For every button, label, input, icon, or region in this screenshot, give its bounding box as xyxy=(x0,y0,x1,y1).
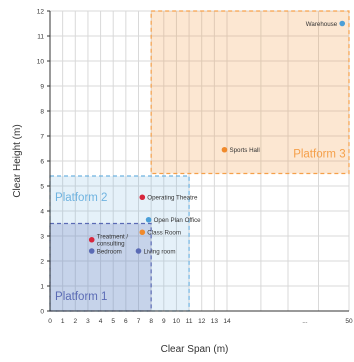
y-tick-label: 6 xyxy=(40,159,44,166)
data-point xyxy=(339,20,346,27)
data-point-label-line: Living room xyxy=(144,248,176,255)
data-point xyxy=(88,236,95,243)
x-tick-label: 8 xyxy=(149,318,153,325)
platform-region-platform-2 xyxy=(49,175,190,312)
x-tick-label: 50 xyxy=(345,318,353,325)
platform-label: Platform 1 xyxy=(55,291,107,303)
y-tick-label: 8 xyxy=(40,109,44,116)
platform-region-platform-1 xyxy=(49,222,152,312)
y-tick-label: 2 xyxy=(40,259,44,266)
data-point-label-line: Treatment / xyxy=(97,233,129,240)
y-tick-label: 12 xyxy=(37,9,45,16)
y-tick-label: 5 xyxy=(40,184,44,191)
data-point-label: Open Plan Office xyxy=(154,217,202,224)
data-point-label-line: consulting xyxy=(97,241,125,248)
x-tick-label: 0 xyxy=(48,318,52,325)
x-tick-label: 6 xyxy=(124,318,128,325)
y-tick-label: 7 xyxy=(40,134,44,141)
x-tick-label: 7 xyxy=(137,318,141,325)
x-tick-label: 11 xyxy=(186,318,193,325)
x-tick-label: 1 xyxy=(61,318,65,325)
data-point-label-line: Class Room xyxy=(147,230,181,237)
platform-label: Platform 2 xyxy=(55,192,107,204)
data-point-label: Warehouse xyxy=(306,21,338,28)
platform-region-platform-3 xyxy=(150,10,350,175)
data-point-label-line: Open Plan Office xyxy=(154,217,202,224)
y-tick-label: 4 xyxy=(40,209,44,216)
y-axis-title: Clear Height (m) xyxy=(12,124,23,197)
x-tick-label: 9 xyxy=(162,318,166,325)
data-point-label: Class Room xyxy=(147,230,181,237)
y-tick-label: 1 xyxy=(40,284,44,291)
y-tick-label: 10 xyxy=(37,59,45,66)
y-tick-label: 3 xyxy=(40,234,44,241)
data-point-label-line: Bedroom xyxy=(97,248,122,255)
platform-label: Platform 3 xyxy=(293,148,345,160)
data-point xyxy=(135,248,142,254)
x-tick-label: 12 xyxy=(198,318,206,325)
x-tick-label: 5 xyxy=(111,318,115,325)
x-tick-label: 14 xyxy=(223,318,231,325)
data-point xyxy=(139,194,146,201)
data-point-label: Sports Hall xyxy=(229,147,259,154)
data-point xyxy=(88,248,95,254)
data-point xyxy=(139,229,146,236)
y-tick-label: 0 xyxy=(40,309,44,316)
x-tick-label: 3 xyxy=(86,318,90,325)
y-tick-label: 9 xyxy=(40,84,44,91)
x-tick-label: 13 xyxy=(211,318,219,325)
x-tick-label: 10 xyxy=(173,318,181,325)
x-tick-label: ... xyxy=(302,318,308,325)
x-axis-title: Clear Span (m) xyxy=(161,344,229,355)
data-point-label: Bedroom xyxy=(97,248,122,255)
data-point-label: Treatment / consulting xyxy=(97,233,129,247)
data-point-label-line: Sports Hall xyxy=(229,147,259,154)
data-point xyxy=(145,216,152,223)
data-point-label: Living room xyxy=(144,248,176,255)
x-tick-label: 4 xyxy=(99,318,103,325)
data-point-label-line: Operating Theatre xyxy=(147,195,198,202)
data-point-label-line: Warehouse xyxy=(306,21,338,28)
y-tick-label: 11 xyxy=(37,34,44,41)
x-tick-label: 2 xyxy=(73,318,77,325)
data-point-label: Operating Theatre xyxy=(147,195,198,202)
data-point xyxy=(221,146,228,153)
